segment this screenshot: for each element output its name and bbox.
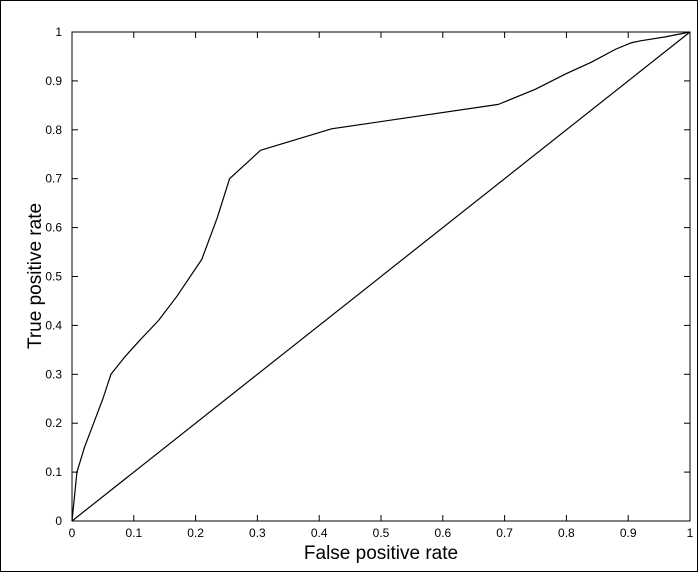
y-tick-label: 0.6: [45, 221, 62, 235]
x-axis-title: False positive rate: [304, 543, 458, 564]
y-tick-label: 0.9: [45, 74, 62, 88]
y-tick-label: 0.8: [45, 123, 62, 137]
x-tick-label: 0.2: [187, 526, 204, 540]
y-tick-label: 1: [55, 25, 62, 39]
y-tick-label: 0.2: [45, 416, 62, 430]
x-tick-label: 0.3: [249, 526, 266, 540]
x-tick-label: 0.7: [496, 526, 513, 540]
x-tick-label: 0.1: [125, 526, 142, 540]
x-tick-label: 0.8: [558, 526, 575, 540]
ticks-layer: 0 0.1 0.2 0.3 0.4 0.5 0.6 0.7 0.8 0.9 1 0 0.1 0.2 0.3 0…: [45, 25, 693, 540]
y-tick-label: 0.7: [45, 172, 62, 186]
x-tick-label: 0.6: [434, 526, 451, 540]
y-tick-label: 0.1: [45, 465, 62, 479]
x-tick-label: 0.4: [311, 526, 328, 540]
y-tick-label: 0: [55, 514, 62, 528]
x-tick-label: 0: [69, 526, 76, 540]
x-tick-label: 1: [687, 526, 694, 540]
y-tick-label: 0.5: [45, 270, 62, 284]
y-tick-label: 0.3: [45, 367, 62, 381]
x-tick-label: 0.9: [620, 526, 637, 540]
x-tick-label: 0.5: [373, 526, 390, 540]
y-tick-label: 0.4: [45, 318, 62, 332]
roc-curve-line: [71, 31, 691, 522]
y-axis-title: True positive rate: [25, 203, 46, 349]
diagonal-reference-line: [71, 31, 691, 522]
series-layer: [71, 31, 691, 522]
